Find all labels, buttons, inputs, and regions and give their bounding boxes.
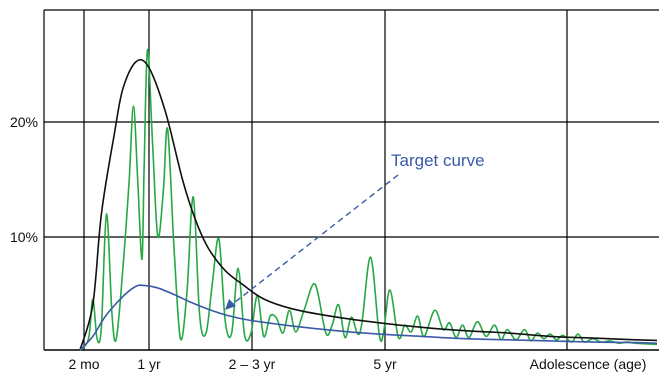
x-tick-label-0: 2 mo — [68, 356, 99, 372]
y-tick-label-1: 20% — [10, 114, 38, 130]
series-blue-curve — [79, 284, 658, 351]
series-black-curve — [79, 58, 658, 351]
annotation-arrow-line — [229, 174, 399, 307]
y-tick-label-0: 10% — [10, 229, 38, 245]
tick-labels: 2 mo 1 yr 2 – 3 yr 5 yr Adolescence (age) 10%… — [10, 114, 646, 372]
series-layer — [79, 48, 658, 351]
x-tick-label-3: 5 yr — [373, 356, 397, 372]
annotation-arrowhead — [225, 299, 236, 310]
x-tick-label-2: 2 – 3 yr — [229, 356, 276, 372]
x-tick-label-4: Adolescence (age) — [530, 356, 647, 372]
series-green-curve — [79, 48, 658, 351]
annotation: Target curve — [225, 151, 485, 310]
x-tick-label-1: 1 yr — [137, 356, 161, 372]
annotation-label: Target curve — [391, 151, 485, 170]
